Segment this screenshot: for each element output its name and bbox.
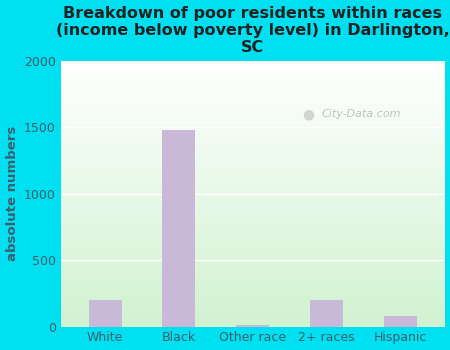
- Bar: [162, 131, 195, 327]
- Y-axis label: absolute numbers: absolute numbers: [5, 126, 18, 261]
- Bar: [236, 325, 269, 327]
- Bar: [383, 316, 417, 327]
- Bar: [310, 300, 343, 327]
- Text: ●: ●: [302, 107, 315, 121]
- Bar: [89, 300, 122, 327]
- Title: Breakdown of poor residents within races
(income below poverty level) in Darling: Breakdown of poor residents within races…: [56, 6, 450, 55]
- Text: City-Data.com: City-Data.com: [322, 109, 401, 119]
